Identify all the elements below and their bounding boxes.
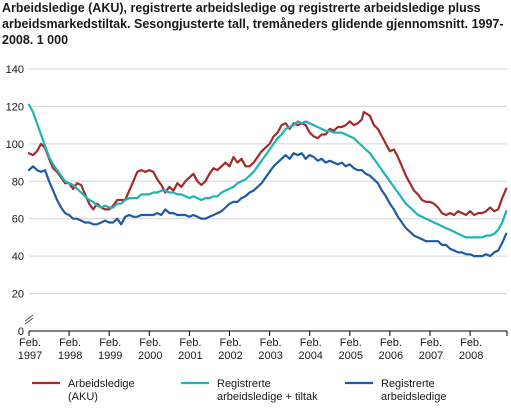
x-tick-label: Feb. bbox=[340, 337, 362, 349]
legend: Arbeidsledige(AKU)Registrertearbeidsledi… bbox=[32, 378, 446, 403]
plot-area bbox=[27, 103, 508, 258]
x-tick-label: Feb. bbox=[460, 337, 482, 349]
legend-label-2: Registrerte bbox=[217, 378, 271, 390]
x-tick-label: 2003 bbox=[258, 350, 282, 362]
x-tick-label: 1999 bbox=[98, 350, 122, 362]
y-tick-label: 100 bbox=[6, 139, 24, 151]
x-tick-label: Feb. bbox=[300, 337, 322, 349]
grid bbox=[29, 68, 507, 295]
legend-label-1: Arbeidsledige bbox=[68, 378, 135, 390]
x-tick-label: Feb. bbox=[420, 337, 442, 349]
legend-label-2: arbeidsledige + tiltak bbox=[217, 391, 318, 403]
x-tick-label: 2002 bbox=[218, 350, 242, 362]
x-tick-label: Feb. bbox=[19, 337, 41, 349]
legend-label-3: Registrerte bbox=[381, 378, 435, 390]
x-tick-label: Feb. bbox=[139, 337, 161, 349]
x-tick-label: 2000 bbox=[138, 350, 162, 362]
x-tick-label: 2006 bbox=[379, 350, 403, 362]
x-tick-label: 1998 bbox=[58, 350, 82, 362]
x-tick-label: Feb. bbox=[260, 337, 282, 349]
y-tick-label: 80 bbox=[12, 176, 24, 188]
x-tick-label: 2001 bbox=[178, 350, 202, 362]
axis-break-mark bbox=[24, 317, 34, 325]
legend-label-1: (AKU) bbox=[68, 391, 98, 403]
x-tick-label: Feb. bbox=[179, 337, 201, 349]
axis-break-mark bbox=[24, 314, 34, 322]
x-tick-label: 2005 bbox=[339, 350, 363, 362]
x-tick-label: Feb. bbox=[219, 337, 241, 349]
y-tick-label: 0 bbox=[18, 326, 24, 338]
series-line-3 bbox=[27, 152, 508, 258]
axes: 020406080100120140Feb.1997Feb.1998Feb.19… bbox=[6, 64, 508, 362]
series-line-2 bbox=[27, 103, 508, 239]
x-tick-label: Feb. bbox=[99, 337, 121, 349]
x-tick-label: 1997 bbox=[18, 350, 42, 362]
x-tick-label: Feb. bbox=[59, 337, 81, 349]
legend-label-3: arbeidsledige bbox=[381, 391, 446, 403]
y-tick-label: 120 bbox=[6, 101, 24, 113]
x-tick-label: 2007 bbox=[419, 350, 443, 362]
y-tick-label: 60 bbox=[12, 214, 24, 226]
chart-title: Arbeidsledige (AKU), registrerte arbeids… bbox=[2, 1, 504, 47]
x-tick-label: Feb. bbox=[380, 337, 402, 349]
series-line-1 bbox=[27, 110, 508, 217]
y-tick-label: 140 bbox=[6, 64, 24, 76]
x-tick-label: 2004 bbox=[298, 350, 322, 362]
y-tick-label: 40 bbox=[12, 251, 24, 263]
x-tick-label: 2008 bbox=[459, 350, 483, 362]
y-tick-label: 20 bbox=[12, 289, 24, 301]
